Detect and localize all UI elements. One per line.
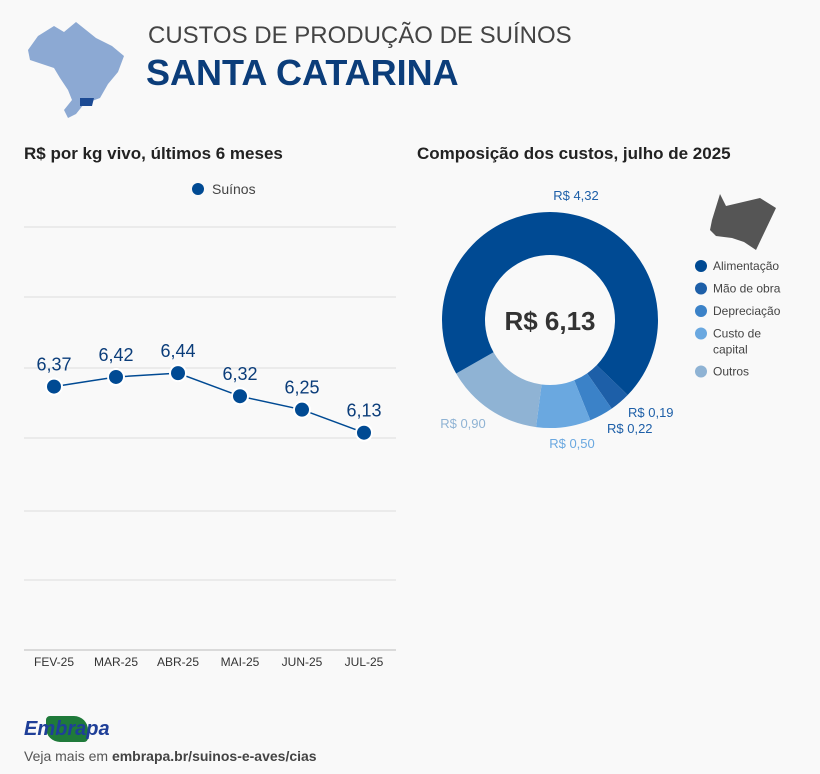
data-label: 6,32 xyxy=(222,364,257,384)
line-chart-title: R$ por kg vivo, últimos 6 meses xyxy=(24,144,283,163)
donut-slice[interactable] xyxy=(442,212,658,396)
legend-label: Mão de obra xyxy=(713,282,781,296)
data-label: 6,42 xyxy=(98,345,133,365)
x-tick-label: MAR-25 xyxy=(94,655,138,669)
legend-marker-suinos xyxy=(192,183,204,195)
slice-value-label: R$ 0,19 xyxy=(628,405,674,420)
x-tick-label: MAI-25 xyxy=(221,655,260,669)
x-tick-label: JUL-25 xyxy=(345,655,384,669)
legend-label: Outros xyxy=(713,365,749,379)
page-title: SANTA CATARINA xyxy=(146,52,459,93)
slice-value-label: R$ 4,32 xyxy=(553,188,599,203)
footer-prefix: Veja mais em xyxy=(24,748,109,764)
footer-link[interactable]: embrapa.br/suinos-e-aves/cias xyxy=(111,748,317,764)
x-tick-label: FEV-25 xyxy=(34,655,74,669)
data-label: 6,25 xyxy=(284,378,319,398)
data-label: 6,44 xyxy=(160,341,195,361)
legend-label: Custo de capital xyxy=(713,327,761,357)
data-point[interactable] xyxy=(231,387,249,406)
embrapa-logo: Embrapa xyxy=(24,716,110,742)
legend-marker xyxy=(695,260,707,272)
data-label: 6,13 xyxy=(346,401,381,421)
donut-center-total: R$ 6,13 xyxy=(504,306,595,336)
embrapa-logo-text: Embrapa xyxy=(24,718,110,740)
data-point[interactable] xyxy=(45,377,63,396)
slice-value-label: R$ 0,50 xyxy=(549,436,595,451)
donut-slice[interactable] xyxy=(574,373,612,421)
x-tick-label: ABR-25 xyxy=(157,655,199,669)
donut-slice[interactable] xyxy=(456,352,542,428)
page-subtitle: CUSTOS DE PRODUÇÃO DE SUÍNOS xyxy=(148,22,572,49)
slice-value-label: R$ 0,90 xyxy=(440,416,486,431)
slice-value-label: R$ 0,22 xyxy=(607,421,653,436)
data-point[interactable] xyxy=(293,400,311,419)
line-chart: Suínos 6,37 6,42 6,44 6,32 6,25 6,13 FEV-25 MAR… xyxy=(24,181,396,669)
data-point[interactable] xyxy=(107,367,125,386)
footer-text: Veja mais em embrapa.br/suinos-e-aves/ci… xyxy=(24,748,317,764)
legend-label: Alimentação xyxy=(713,259,779,273)
series-line-suinos xyxy=(53,372,365,434)
legend-marker xyxy=(695,365,707,378)
data-label: 6,37 xyxy=(36,355,71,375)
legend-label-suinos: Suínos xyxy=(212,181,256,197)
legend-label: Depreciação xyxy=(713,304,781,318)
donut-chart: R$ 6,13 R$ 0,19R$ 0,22 R$ 0,50 R$ 0,90 R$ 4… xyxy=(440,188,781,451)
legend-marker xyxy=(695,327,707,340)
data-point[interactable] xyxy=(169,364,187,383)
legend-marker xyxy=(695,305,707,317)
donut-slice[interactable] xyxy=(587,365,628,409)
legend-marker xyxy=(695,282,707,295)
donut-slice[interactable] xyxy=(536,380,591,428)
pig-icon xyxy=(710,194,776,250)
x-tick-label: JUN-25 xyxy=(282,655,323,669)
data-point[interactable] xyxy=(355,423,373,442)
brazil-map-icon xyxy=(28,22,124,118)
donut-chart-title: Composição dos custos, julho de 2025 xyxy=(417,144,731,163)
